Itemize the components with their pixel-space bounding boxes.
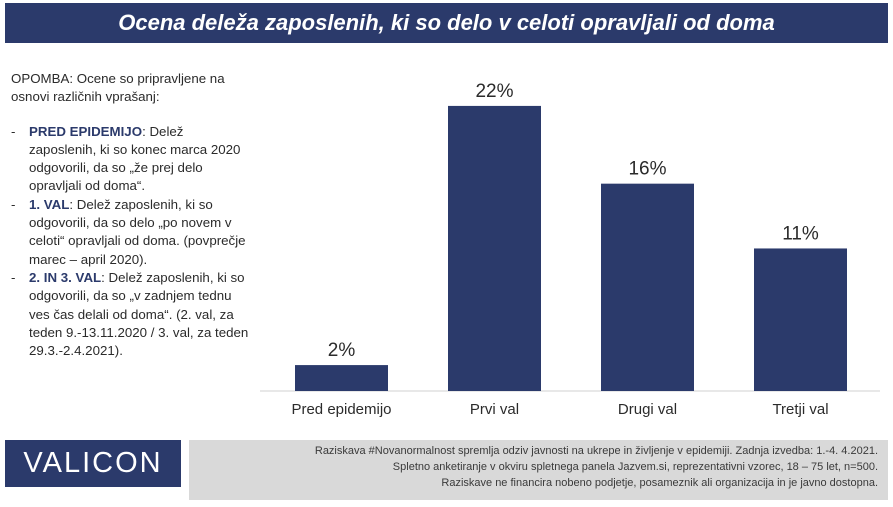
- chart-title: Ocena deleža zaposlenih, ki so delo v ce…: [118, 10, 775, 35]
- note-item-text: : Delež zaposlenih, ki so odgovorili, da…: [29, 196, 246, 267]
- note-list: - PRED EPIDEMIJO: Delež zaposlenih, ki s…: [11, 123, 251, 361]
- value-label-0: 2%: [328, 340, 356, 361]
- category-label-0: Pred epidemijo: [291, 401, 391, 418]
- note-intro: OPOMBA: Ocene so pripravljene na osnovi …: [11, 71, 225, 105]
- footer-line: Spletno anketiranje v okviru spletnega p…: [392, 461, 878, 473]
- bullet-dash: -: [11, 269, 16, 285]
- note-item-wave-1: - 1. VAL: Delež zaposlenih, ki so odgovo…: [11, 196, 251, 269]
- value-label-3: 11%: [782, 223, 819, 244]
- footer-line: Raziskava #Novanormalnost spremlja odziv…: [314, 445, 878, 457]
- note-item-label: 2. IN 3. VAL: [29, 269, 102, 285]
- bar-2: [601, 183, 694, 391]
- bar-chart: 2% Pred epidemijo 22% Prvi val 16% Drugi val 1…: [260, 81, 880, 418]
- value-label-2: 16%: [628, 159, 666, 180]
- category-label-3: Tretji val: [772, 401, 828, 418]
- bullet-dash: -: [11, 123, 16, 139]
- valicon-logo: VALICON: [5, 440, 181, 487]
- bar-1: [448, 105, 541, 391]
- note-item-text: : Delež zaposlenih, ki so odgovorili, da…: [29, 269, 249, 359]
- chart-title-bar: Ocena deleža zaposlenih, ki so delo v ce…: [5, 3, 888, 43]
- category-label-1: Prvi val: [470, 401, 519, 418]
- methodology-note: OPOMBA: Ocene so pripravljene na osnovi …: [11, 70, 251, 360]
- note-item-label: 1. VAL: [29, 196, 70, 212]
- logo-text: VALICON: [23, 447, 163, 479]
- note-item-text: : Delež zaposlenih, ki so konec marca 20…: [29, 123, 241, 194]
- note-item-wave-2-3: - 2. IN 3. VAL: Delež zaposlenih, ki so …: [11, 269, 251, 360]
- note-item-label: PRED EPIDEMIJO: [29, 123, 143, 139]
- bar-3: [754, 248, 847, 391]
- footer-line: Raziskave ne financira nobeno podjetje, …: [441, 477, 878, 489]
- footer-source-note: Raziskava #Novanormalnost spremlja odziv…: [189, 440, 888, 500]
- note-item-pre-epidemic: - PRED EPIDEMIJO: Delež zaposlenih, ki s…: [11, 123, 251, 196]
- bullet-dash: -: [11, 196, 16, 212]
- value-label-1: 22%: [475, 81, 513, 102]
- bar-0: [295, 365, 388, 391]
- category-label-2: Drugi val: [618, 401, 677, 418]
